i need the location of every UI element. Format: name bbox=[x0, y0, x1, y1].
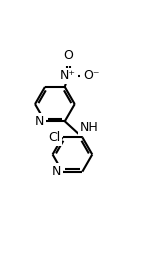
Text: O⁻: O⁻ bbox=[83, 69, 99, 83]
Text: N⁺: N⁺ bbox=[60, 69, 76, 83]
Text: O: O bbox=[63, 49, 73, 62]
Text: NH: NH bbox=[80, 121, 99, 134]
Text: Cl: Cl bbox=[48, 131, 60, 144]
Text: N: N bbox=[52, 165, 61, 178]
Text: N: N bbox=[34, 115, 44, 128]
